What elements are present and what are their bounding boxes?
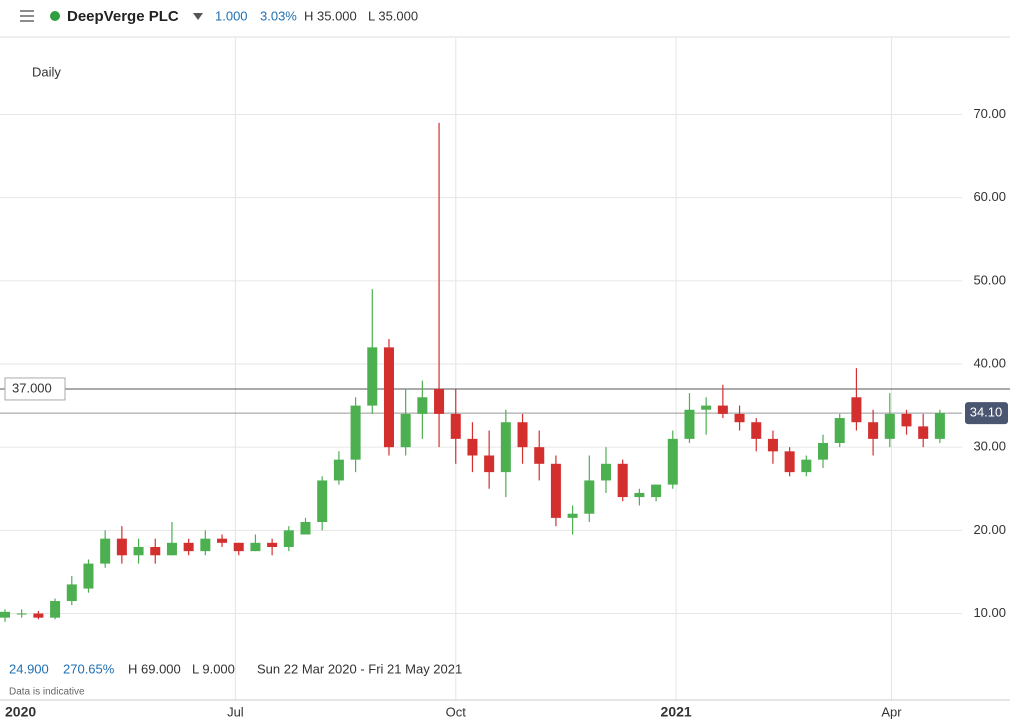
candle-body [467,438,478,456]
footer-note: Data is indicative [9,687,85,698]
candle-body [166,542,177,556]
candle-body [484,455,495,473]
level-box [4,377,66,401]
candle-body [33,613,44,618]
candle-body [801,459,812,473]
footer-change: 24.900 [9,661,49,676]
candle-body [367,347,378,406]
candle-body [100,538,111,564]
candle-body [767,438,778,452]
candle-body [584,480,595,514]
candle-body [600,463,612,481]
candle-body [450,413,461,439]
candle-body [250,542,261,552]
header-high: H 35.000 [304,8,357,23]
last-price-box [965,402,1008,425]
candle-body [517,422,528,448]
candle-body [350,405,361,460]
candle-body [200,538,211,552]
header-change: 1.000 [215,8,248,23]
candle-body [617,463,628,498]
y-tick-label: 50.00 [973,272,1006,287]
y-tick-label: 60.00 [973,189,1006,204]
y-tick-label: 30.00 [973,439,1006,454]
candle-body [183,542,194,552]
candle-body [918,426,929,439]
candle-body [834,418,845,444]
candle-body [150,546,161,556]
x-tick-label: 2020 [5,704,36,720]
candle-body [383,347,394,448]
instrument-name[interactable]: DeepVerge PLC [67,8,179,25]
candle-body [434,388,445,414]
footer-change-pct: 270.65% [63,661,115,676]
candle-body [684,409,695,439]
candle-body [818,443,829,460]
y-tick-label: 10.00 [973,605,1006,620]
candle-body [233,542,244,552]
status-dot [50,11,60,21]
footer-high: H 69.000 [128,661,181,676]
candle-body [417,397,428,414]
candle-body [651,484,662,498]
candle-body [400,413,411,448]
x-tick-label: Apr [881,704,902,719]
candle-body [0,611,11,618]
header-change-pct: 3.03% [260,8,297,23]
candle-body [634,492,645,498]
last-price-label: 34.10 [970,405,1003,420]
candle-body [901,413,912,427]
candle-body [734,413,745,423]
candle-body [83,563,94,589]
y-tick-label: 20.00 [973,522,1006,537]
candle-body [217,538,228,543]
menu-icon[interactable] [20,10,34,22]
candle-body [550,463,561,518]
candle-body [317,480,328,523]
x-tick-label: Oct [446,704,467,719]
candle-body [133,546,144,556]
candle-body [567,513,578,518]
candle-body [851,397,862,423]
candle-body [267,542,278,547]
header-low: L 35.000 [368,8,418,23]
footer-range: Sun 22 Mar 2020 - Fri 21 May 2021 [257,661,462,676]
candle-body [751,422,762,439]
candle-body [300,522,311,535]
candle-body [784,451,795,473]
candle-body [66,584,77,602]
candle-body [116,538,127,556]
plot: 37.000 [0,38,1010,700]
candle-body [667,438,678,485]
level-label: 37.000 [12,380,52,395]
dropdown-caret[interactable] [193,13,203,20]
candle-body [868,422,879,439]
candle-body [884,413,895,439]
candle-body [701,405,712,410]
candle-body [717,405,728,414]
candle-body [534,447,545,464]
candle-body [50,601,61,618]
candle-body [500,422,511,473]
footer-low: L 9.000 [192,661,235,676]
x-tick-label: 2021 [661,704,692,720]
x-tick-label: Jul [227,704,244,719]
candle-body [283,530,294,547]
y-tick-label: 70.00 [973,106,1006,121]
candle-body [16,613,27,615]
interval-label: Daily [32,64,61,79]
candle-body [934,413,945,439]
y-tick-label: 40.00 [973,355,1006,370]
candle-body [333,459,344,481]
